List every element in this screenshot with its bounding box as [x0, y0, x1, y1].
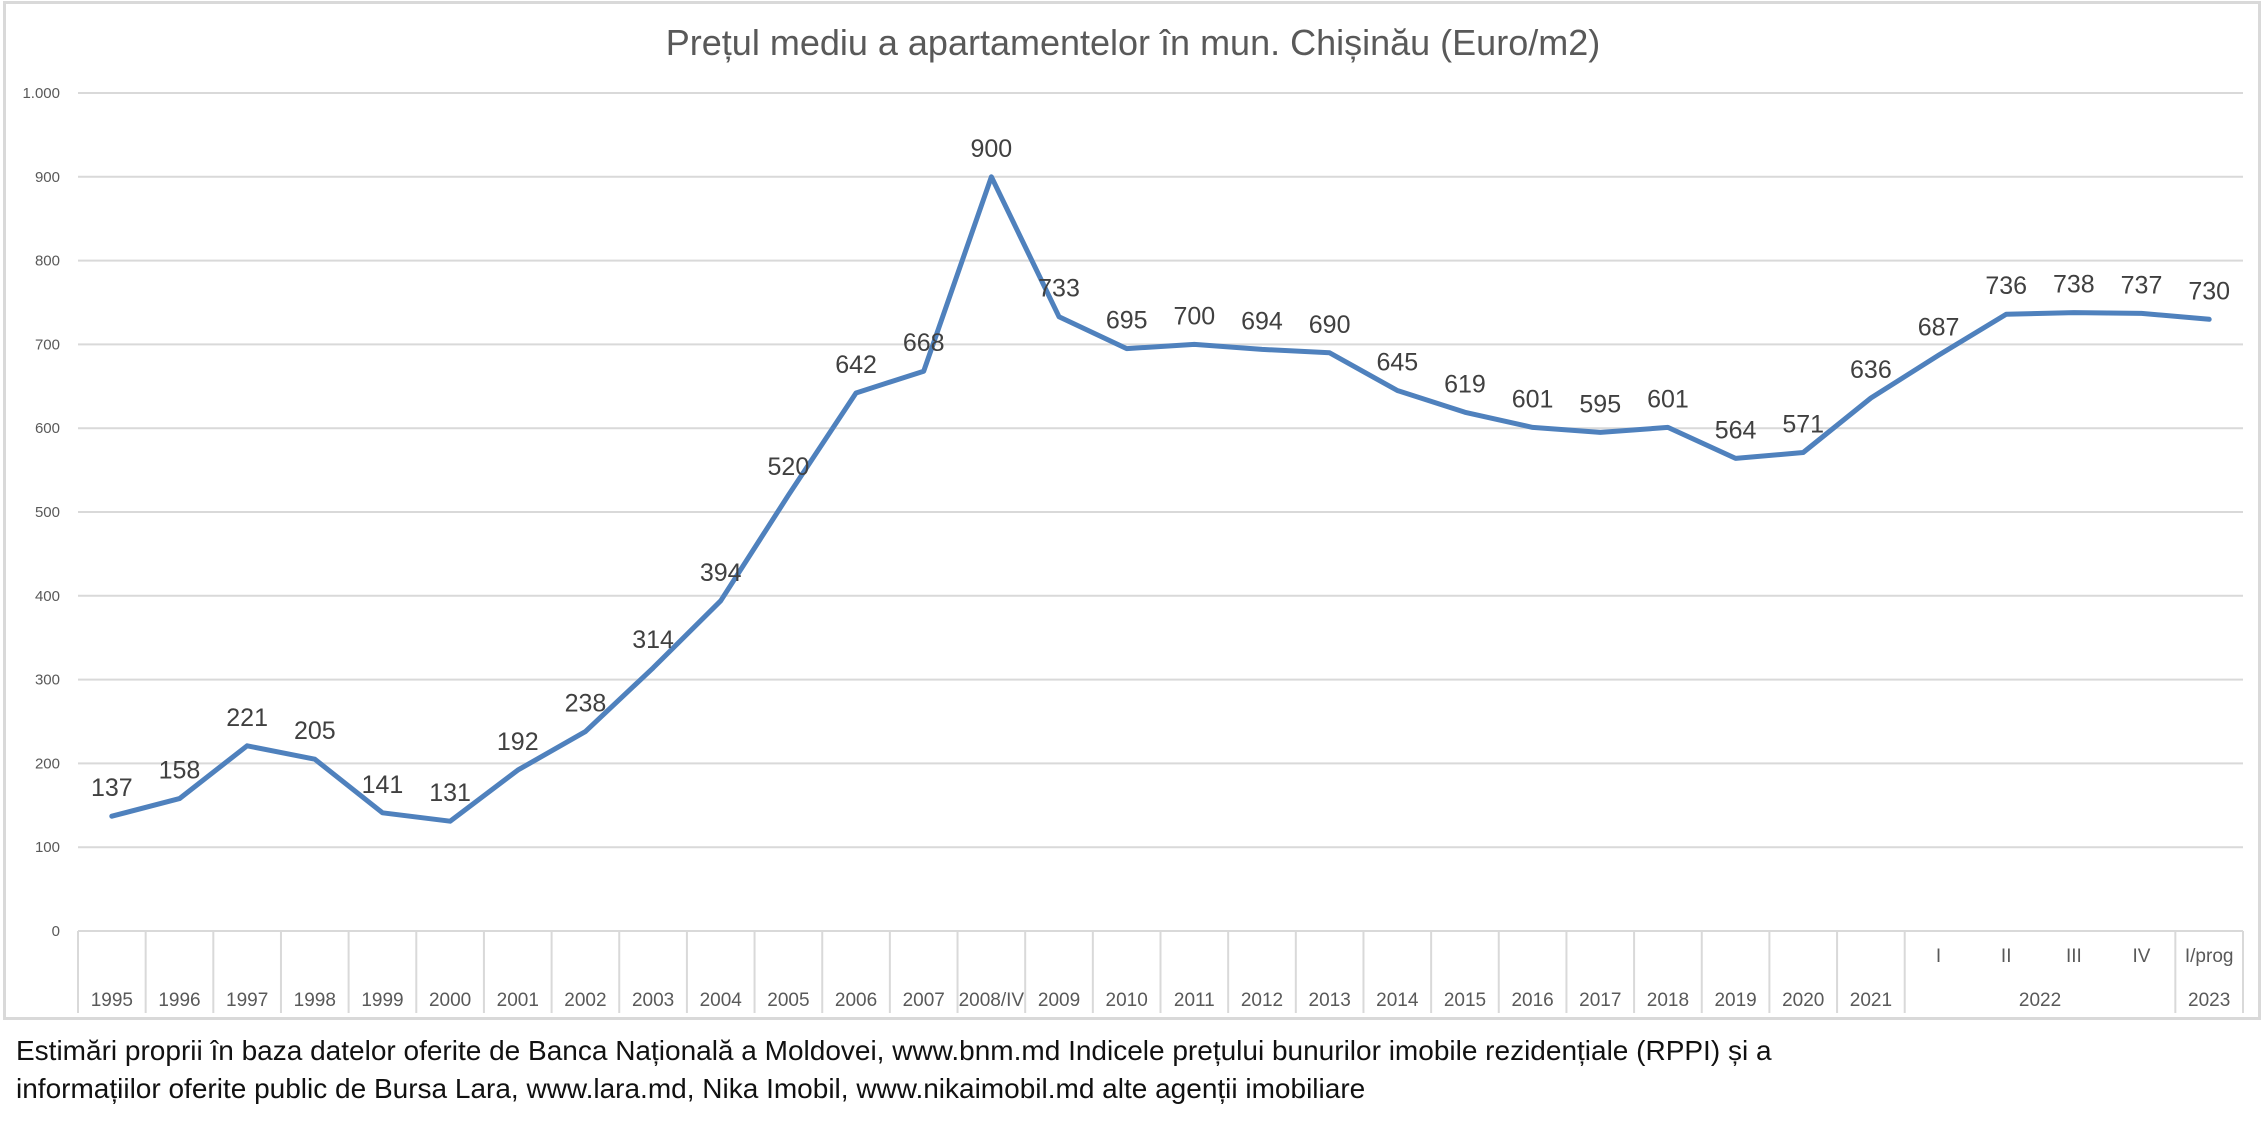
y-tick-label: 800 [35, 253, 60, 270]
series [109, 174, 2212, 824]
data-label: 730 [2188, 277, 2230, 305]
y-tick-label: 1.000 [22, 85, 60, 102]
y-tick-label: 0 [52, 923, 60, 940]
data-label: 192 [497, 728, 539, 756]
x-tick-label: 1995 [91, 990, 133, 1011]
x-tick-label: 2010 [1106, 990, 1148, 1011]
source-note: Estimări proprii în baza datelor oferite… [16, 1032, 2246, 1108]
chart-title: Prețul mediu a apartamentelor în mun. Ch… [666, 22, 1600, 63]
x-tick-label: 1997 [226, 990, 268, 1011]
data-label: 700 [1173, 302, 1215, 330]
y-tick-label: 400 [35, 588, 60, 605]
y-tick-label: 700 [35, 336, 60, 353]
data-label: 131 [429, 779, 471, 807]
x-tick-label: 2017 [1579, 990, 1621, 1011]
gridlines [78, 92, 2243, 849]
data-label: 687 [1918, 313, 1960, 341]
y-tick-label: 900 [35, 169, 60, 186]
data-label: 601 [1512, 385, 1554, 413]
x-tick-label: 2005 [767, 990, 809, 1011]
data-label: 158 [159, 757, 201, 785]
data-label: 571 [1782, 411, 1824, 439]
source-note-line-2: informațiilor oferite public de Bursa La… [16, 1073, 1366, 1104]
x-group-label: 2022 [2019, 990, 2061, 1011]
data-label: 738 [2053, 271, 2095, 299]
data-labels: 137 158 221 205 141 131 192 238 314 394 520 642 668 9… [91, 135, 2230, 807]
y-tick-label: 100 [35, 839, 60, 856]
data-label: 221 [226, 704, 268, 732]
x-tick-label: I [1936, 946, 1941, 967]
x-tick-label: 2016 [1511, 990, 1553, 1011]
data-label: 314 [632, 626, 674, 654]
data-label: 141 [362, 771, 404, 799]
y-tick-label: 300 [35, 672, 60, 689]
data-label: 564 [1715, 416, 1757, 444]
y-tick-label: 600 [35, 420, 60, 437]
x-tick-label: 2019 [1714, 990, 1756, 1011]
data-label: 900 [971, 135, 1013, 163]
data-label: 394 [700, 559, 742, 587]
x-tick-label: 2006 [835, 990, 877, 1011]
data-label: 601 [1647, 385, 1689, 413]
x-tick-label: 2003 [632, 990, 674, 1011]
data-label: 694 [1241, 307, 1283, 335]
data-label: 520 [768, 453, 810, 481]
x-group-label: 2023 [2188, 990, 2230, 1011]
x-tick-label: 2001 [497, 990, 539, 1011]
x-tick-label: 2002 [564, 990, 606, 1011]
chart-frame [3, 1, 2261, 1020]
source-note-line-1: Estimări proprii în baza datelor oferite… [16, 1035, 1772, 1066]
data-label: 645 [1376, 348, 1418, 376]
data-label: 619 [1444, 370, 1486, 398]
x-tick-label: 2009 [1038, 990, 1080, 1011]
x-tick-label: 1998 [294, 990, 336, 1011]
data-label: 205 [294, 717, 336, 745]
data-label: 642 [835, 351, 877, 379]
y-tick-label: 200 [35, 755, 60, 772]
x-tick-label: 2013 [1309, 990, 1351, 1011]
series-line [109, 174, 2212, 824]
line-chart: Prețul mediu a apartamentelor în mun. Ch… [22, 22, 2244, 1013]
x-tick-label: 2021 [1850, 990, 1892, 1011]
data-label: 595 [1579, 390, 1621, 418]
data-label: 736 [1985, 272, 2027, 300]
x-tick-label: I/prog [2185, 946, 2234, 967]
x-tick-label: II [2001, 946, 2012, 967]
data-label: 137 [91, 774, 133, 802]
data-label: 733 [1038, 275, 1080, 303]
x-tick-label: 2007 [903, 990, 945, 1011]
x-tick-label: III [2066, 946, 2082, 967]
x-tick-label: 2000 [429, 990, 471, 1011]
x-tick-label: 2008/IV [959, 990, 1025, 1011]
x-tick-label: 2018 [1647, 990, 1689, 1011]
x-tick-label: 2014 [1376, 990, 1419, 1011]
data-label: 690 [1309, 311, 1351, 339]
data-label: 636 [1850, 356, 1892, 384]
x-tick-label: 2020 [1782, 990, 1824, 1011]
x-tick-label: 1996 [158, 990, 200, 1011]
x-axis: 1995 1996 1997 1998 1999 2000 2001 2002 2003 2004… [77, 930, 2244, 1013]
x-tick-label: 2011 [1174, 990, 1215, 1011]
y-axis: 0 100 200 300 400 500 600 700 800 900 1.000 [22, 85, 60, 940]
data-label: 737 [2121, 271, 2163, 299]
y-tick-label: 500 [35, 504, 60, 521]
data-label: 238 [565, 690, 607, 718]
x-tick-label: 2015 [1444, 990, 1486, 1011]
x-tick-label: IV [2133, 946, 2151, 967]
data-label: 695 [1106, 307, 1148, 335]
data-label: 668 [903, 329, 945, 357]
x-tick-label: 2004 [700, 990, 743, 1011]
x-tick-label: 1999 [361, 990, 403, 1011]
x-tick-label: 2012 [1241, 990, 1283, 1011]
